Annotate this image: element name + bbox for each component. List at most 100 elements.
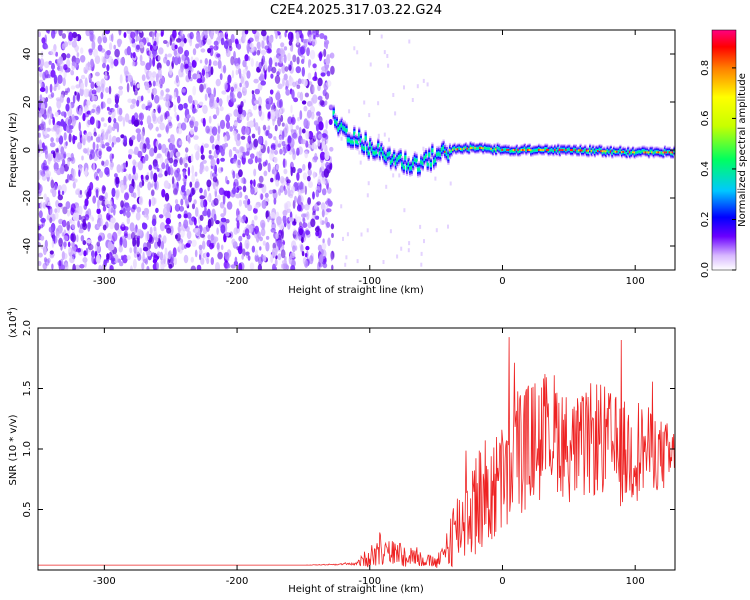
trace-cell	[585, 150, 588, 153]
trace-cell	[493, 147, 496, 150]
trace-cell	[332, 111, 335, 115]
noise-cell	[247, 135, 252, 145]
noise-cell	[157, 133, 162, 138]
noise-cell	[322, 180, 326, 185]
trace-cell	[577, 150, 581, 153]
trace-peak	[512, 149, 515, 151]
trace-cell	[366, 147, 369, 151]
noise-cell	[198, 244, 203, 251]
noise-cell	[84, 261, 87, 268]
noise-cell	[170, 134, 175, 140]
trace-cell	[638, 150, 641, 153]
noise-cell	[48, 60, 52, 65]
noise-cell	[155, 237, 159, 243]
noise-cell	[256, 151, 259, 157]
noise-cell	[65, 152, 72, 158]
noise-cell	[191, 59, 197, 68]
noise-cell	[244, 127, 250, 136]
noise-speck	[386, 54, 389, 58]
noise-cell	[165, 163, 170, 172]
trace-cell	[491, 149, 495, 152]
noise-cell	[220, 37, 225, 46]
noise-cell	[114, 103, 119, 109]
noise-cell	[237, 245, 243, 255]
noise-cell	[163, 180, 169, 189]
noise-cell	[224, 252, 230, 260]
trace-cell	[587, 151, 590, 154]
noise-cell	[226, 95, 230, 103]
trace-cell	[461, 148, 464, 151]
noise-cell	[215, 262, 220, 270]
noise-cell	[100, 91, 104, 100]
noise-cell	[61, 190, 65, 195]
noise-cell	[106, 97, 112, 105]
noise-cell	[160, 75, 165, 85]
noise-cell	[97, 36, 102, 45]
noise-cell	[136, 36, 141, 41]
snr-ytick-label: 1.0	[22, 441, 33, 457]
trace-peak	[644, 151, 647, 154]
noise-cell	[301, 128, 306, 134]
noise-cell	[107, 232, 112, 240]
noise-cell	[233, 181, 236, 189]
trace-cell	[337, 127, 340, 131]
trace-cell	[361, 145, 364, 149]
noise-cell	[284, 66, 289, 72]
noise-cell	[184, 63, 189, 69]
noise-cell	[75, 84, 81, 89]
noise-cell	[312, 30, 318, 37]
noise-cell	[260, 49, 267, 55]
noise-cell	[109, 42, 113, 51]
trace-cell	[409, 167, 412, 170]
noise-cell	[259, 246, 262, 251]
trace-peak	[628, 151, 631, 154]
noise-cell	[216, 227, 219, 235]
trace-cell	[544, 147, 547, 150]
noise-cell	[138, 112, 144, 121]
trace-cell	[511, 149, 514, 152]
noise-cell	[66, 53, 71, 59]
trace-peak	[601, 150, 604, 153]
noise-cell	[290, 104, 293, 114]
noise-cell	[150, 170, 154, 180]
noise-cell	[208, 150, 212, 155]
noise-cell	[212, 60, 218, 66]
noise-cell	[324, 134, 329, 140]
noise-cell	[113, 58, 119, 67]
noise-cell	[83, 88, 89, 98]
noise-cell	[307, 175, 311, 182]
noise-cell	[47, 153, 53, 162]
noise-cell	[266, 48, 272, 54]
trace-cell	[453, 147, 456, 149]
colorbar-label: Normalized spectral amplitude	[737, 73, 748, 227]
noise-cell	[66, 220, 70, 231]
noise-cell	[304, 150, 309, 159]
noise-cell	[145, 62, 151, 71]
noise-speck	[348, 109, 351, 114]
noise-cell	[159, 222, 166, 232]
noise-cell	[159, 155, 164, 164]
noise-cell	[279, 176, 285, 184]
noise-cell	[212, 172, 218, 178]
noise-cell	[173, 104, 177, 113]
noise-cell	[301, 213, 307, 218]
noise-cell	[200, 154, 205, 160]
noise-cell	[323, 35, 328, 41]
noise-cell	[109, 265, 114, 270]
noise-cell	[302, 257, 307, 265]
noise-cell	[199, 187, 203, 194]
noise-cell	[238, 235, 243, 242]
noise-cell	[133, 227, 137, 234]
noise-cell	[57, 194, 63, 201]
noise-cell	[319, 99, 325, 106]
noise-cell	[55, 137, 60, 143]
noise-cell	[147, 100, 151, 106]
noise-cell	[242, 68, 248, 75]
noise-cell	[226, 263, 231, 269]
noise-cell	[194, 57, 199, 62]
noise-cell	[288, 40, 293, 46]
noise-cell	[225, 30, 228, 35]
noise-cell	[56, 231, 60, 239]
noise-cell	[211, 143, 215, 150]
noise-cell	[51, 30, 56, 39]
